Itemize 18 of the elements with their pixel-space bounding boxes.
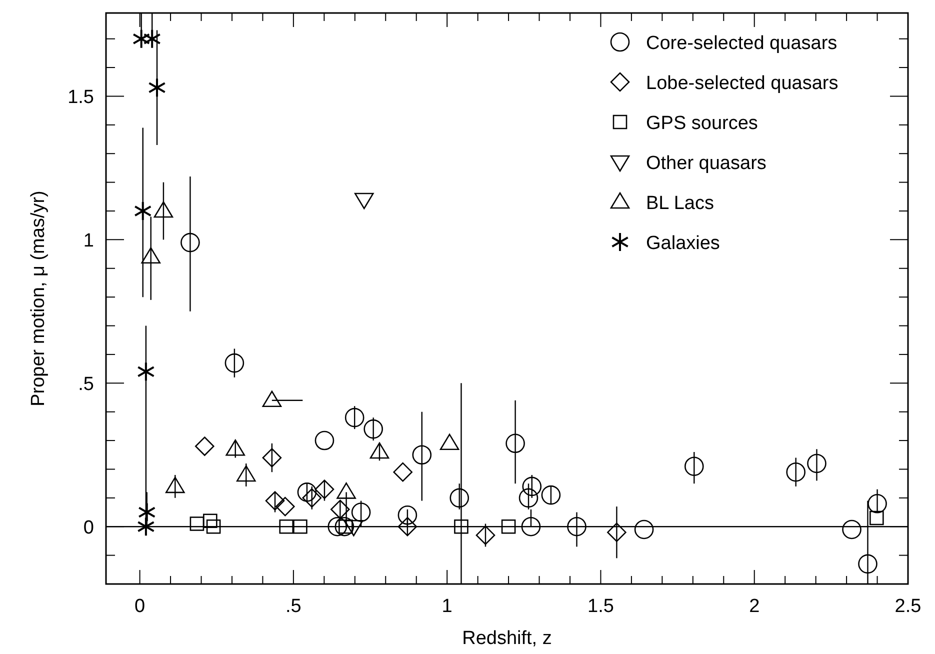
y-tick-label: .5: [78, 374, 94, 396]
x-tick-label: 0: [134, 596, 146, 617]
legend-label: Lobe-selected quasars: [646, 73, 838, 94]
legend-label: Galaxies: [646, 233, 720, 254]
legend-label: Core-selected quasars: [646, 33, 838, 54]
y-tick-label: 1: [83, 230, 94, 252]
x-tick-label: .5: [286, 596, 302, 617]
legend-label: Other quasars: [646, 153, 766, 174]
x-tick-label: 2.5: [894, 596, 922, 617]
y-axis-title: Proper motion, μ (mas/yr): [28, 190, 49, 406]
x-tick-label: 1.5: [588, 596, 614, 617]
x-axis-title: Redshift, z: [462, 628, 552, 649]
legend-label: GPS sources: [646, 113, 758, 134]
y-tick-label: 0: [83, 518, 94, 539]
x-tick-label: 2: [749, 596, 760, 617]
x-tick-label: 1: [442, 596, 452, 617]
legend-label: BL Lacs: [646, 193, 714, 214]
y-tick-label: 1.5: [68, 87, 94, 108]
